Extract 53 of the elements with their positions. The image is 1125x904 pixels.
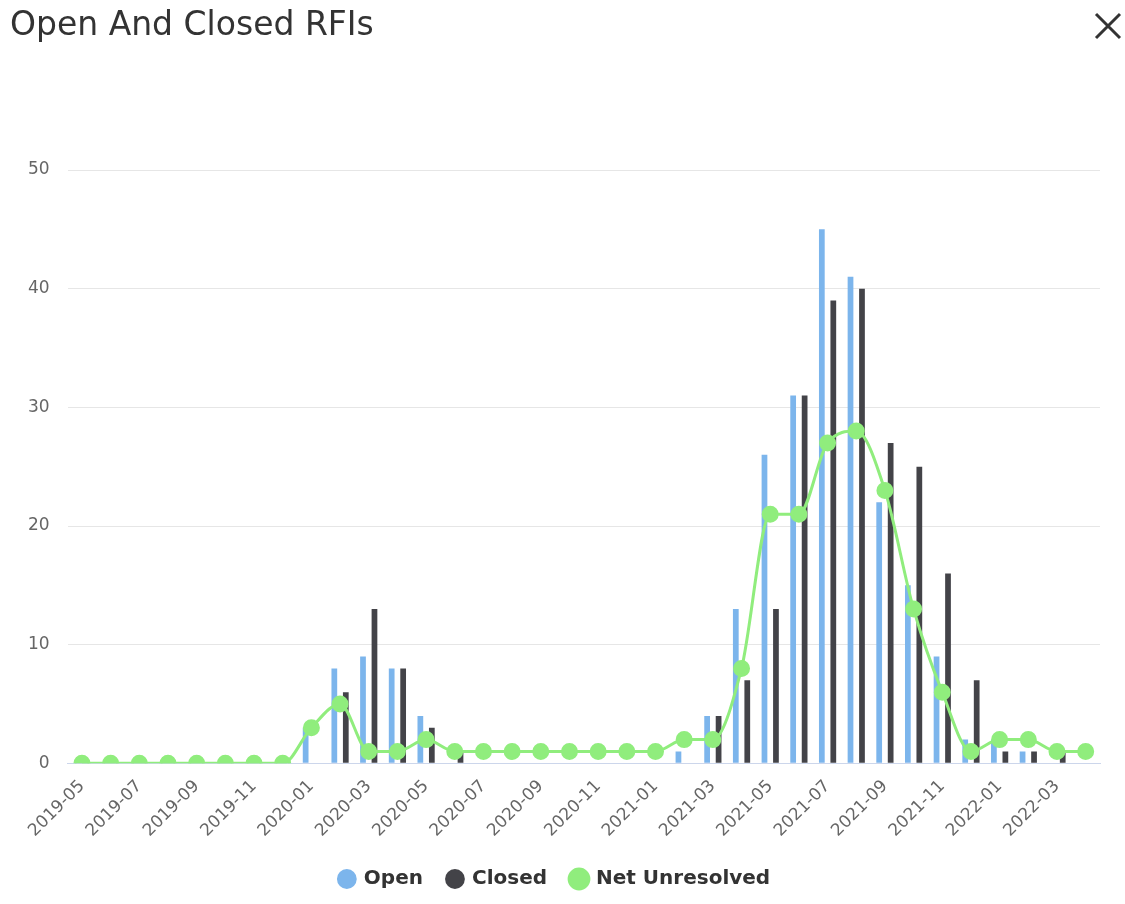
bar: [916, 466, 923, 763]
bar: [1002, 751, 1009, 763]
point: [933, 683, 951, 701]
point: [331, 695, 349, 713]
point: [790, 505, 808, 523]
y-tick-label: 30: [27, 395, 50, 416]
bar: [675, 751, 682, 763]
point: [618, 742, 636, 760]
point: [1077, 742, 1095, 760]
point: [388, 742, 406, 760]
bar: [773, 609, 779, 763]
point: [560, 742, 578, 760]
point: [532, 742, 550, 760]
point: [360, 742, 378, 760]
point: [417, 731, 435, 749]
y-tick-label: 20: [27, 514, 50, 535]
point: [733, 659, 751, 677]
point: [503, 742, 521, 760]
bar: [859, 288, 865, 763]
bar: [790, 395, 797, 763]
point: [847, 422, 865, 440]
y-tick-label: 0: [38, 751, 50, 772]
bar: [945, 573, 951, 763]
y-tick-label: 10: [27, 633, 50, 654]
point: [302, 719, 320, 737]
bar: [1019, 751, 1026, 763]
point: [1019, 731, 1037, 749]
point: [589, 742, 607, 760]
point: [991, 731, 1009, 749]
bar: [876, 502, 883, 763]
legend-label: Closed: [471, 865, 548, 890]
point: [962, 742, 980, 760]
y-tick-label: 40: [27, 277, 50, 298]
point: [647, 742, 665, 760]
bar: [1031, 751, 1037, 763]
bar: [905, 585, 911, 763]
y-tick-label: 50: [27, 158, 50, 179]
bar: [887, 442, 894, 763]
bar: [830, 300, 837, 763]
point: [819, 434, 837, 452]
chart-title: Open And Closed RFIs: [10, 4, 374, 43]
legend-label: Open: [363, 865, 423, 890]
point: [1048, 742, 1066, 760]
point: [876, 481, 894, 499]
point: [474, 742, 492, 760]
bar: [818, 229, 825, 763]
bar: [744, 680, 751, 763]
point: [905, 600, 923, 618]
point: [446, 742, 464, 760]
legend-label: Net Unresolved: [596, 865, 771, 890]
point: [761, 505, 779, 523]
point: [675, 731, 693, 749]
point: [704, 731, 722, 749]
